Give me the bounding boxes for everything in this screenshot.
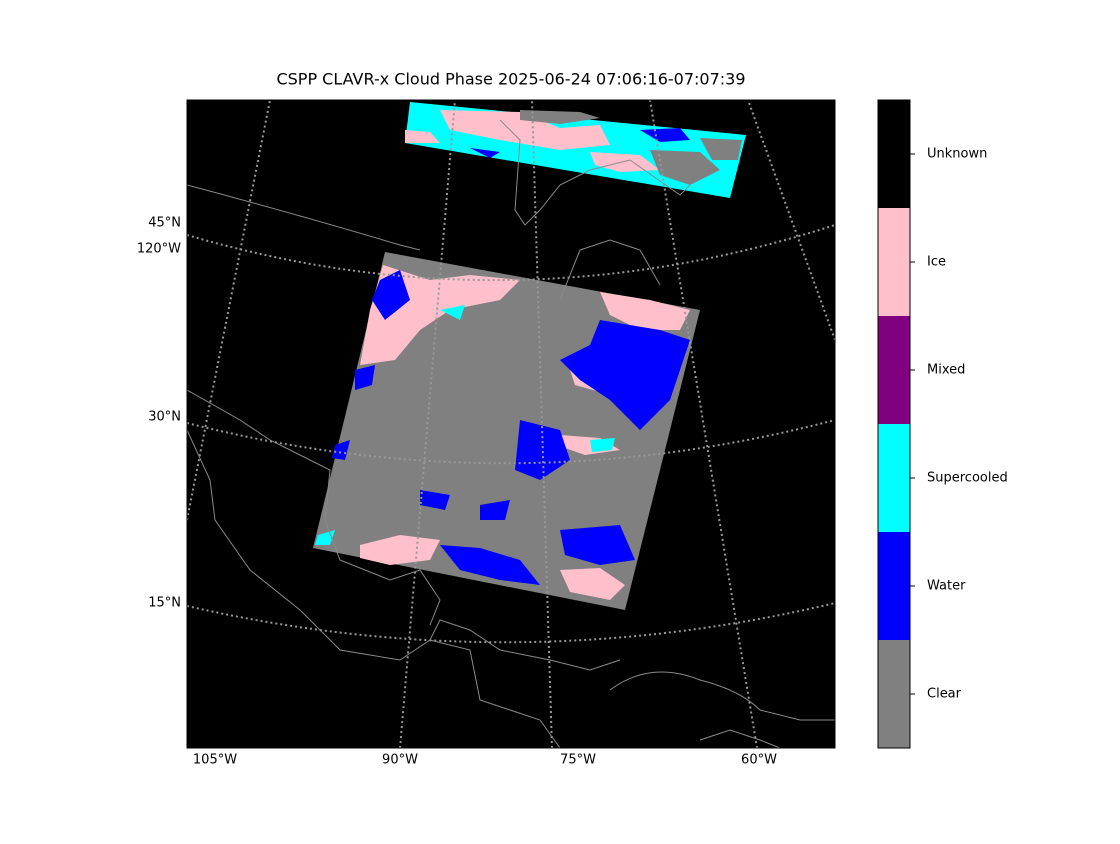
water-patch (372, 270, 410, 320)
lon-label: 75°W (560, 753, 596, 768)
graticule-line (187, 419, 835, 465)
colorbar-label: Supercooled (927, 471, 1008, 486)
colorbar-segment (878, 100, 910, 208)
colorbar-label: Mixed (927, 363, 965, 378)
water-patch (560, 525, 635, 565)
colorbar-label: Water (927, 579, 966, 594)
ice-patch (560, 568, 625, 600)
colorbar-label: Unknown (927, 147, 987, 162)
colorbar-label: Clear (927, 687, 962, 702)
colorbar-frame (877, 99, 911, 749)
clear-patch (700, 138, 742, 160)
lon-labels: 105°W 90°W 75°W 60°W (193, 753, 777, 768)
water-patch (470, 128, 690, 158)
colorbar-segment (878, 316, 910, 424)
ice-patch (405, 130, 440, 143)
coast (187, 389, 441, 626)
coast (429, 619, 621, 671)
lon-label: 60°W (741, 753, 777, 768)
graticule-line (187, 100, 271, 521)
lat-labels: 45°N 120°W 30°N 15°N (137, 216, 181, 611)
water-patch (515, 420, 570, 480)
map-frame (186, 99, 836, 749)
water-patch (440, 545, 540, 585)
colorbar-segment (878, 208, 910, 316)
colorbar-label: Ice (927, 255, 946, 270)
swath-north (405, 102, 746, 198)
coast (559, 239, 661, 301)
clear-patch (650, 150, 720, 185)
lat-label: 30°N (148, 410, 181, 425)
ice-patch (590, 152, 660, 172)
colorbar: Unknown Ice Mixed Supercooled Water Clear (877, 99, 1008, 749)
lon-label: 105°W (193, 753, 237, 768)
graticule (187, 100, 835, 748)
map-layers (187, 100, 835, 748)
water-patch (560, 320, 690, 430)
graticule-line (187, 602, 835, 644)
coast (609, 671, 835, 721)
coastlines (187, 119, 835, 748)
lat-label: 15°N (148, 596, 181, 611)
ice-patch (360, 535, 440, 565)
colorbar-segment (878, 532, 910, 640)
graticule-line (531, 100, 553, 748)
lon-label: 90°W (382, 753, 418, 768)
water-patch (332, 365, 375, 460)
border (187, 184, 421, 251)
map-title: CSPP CLAVR-x Cloud Phase 2025-06-24 07:0… (276, 70, 745, 89)
water-patch (420, 490, 510, 520)
colorbar-segment (878, 640, 910, 748)
ice-patch (440, 110, 610, 150)
colorbar-segment (878, 424, 910, 532)
lat-label: 120°W (137, 242, 181, 257)
coast (699, 729, 781, 748)
coast (187, 429, 561, 748)
lat-label: 45°N (148, 216, 181, 231)
ice-patch (600, 292, 690, 330)
coast (499, 119, 691, 226)
swath-main (313, 252, 700, 610)
graticule-line (399, 100, 456, 748)
clear-patch (520, 110, 600, 124)
